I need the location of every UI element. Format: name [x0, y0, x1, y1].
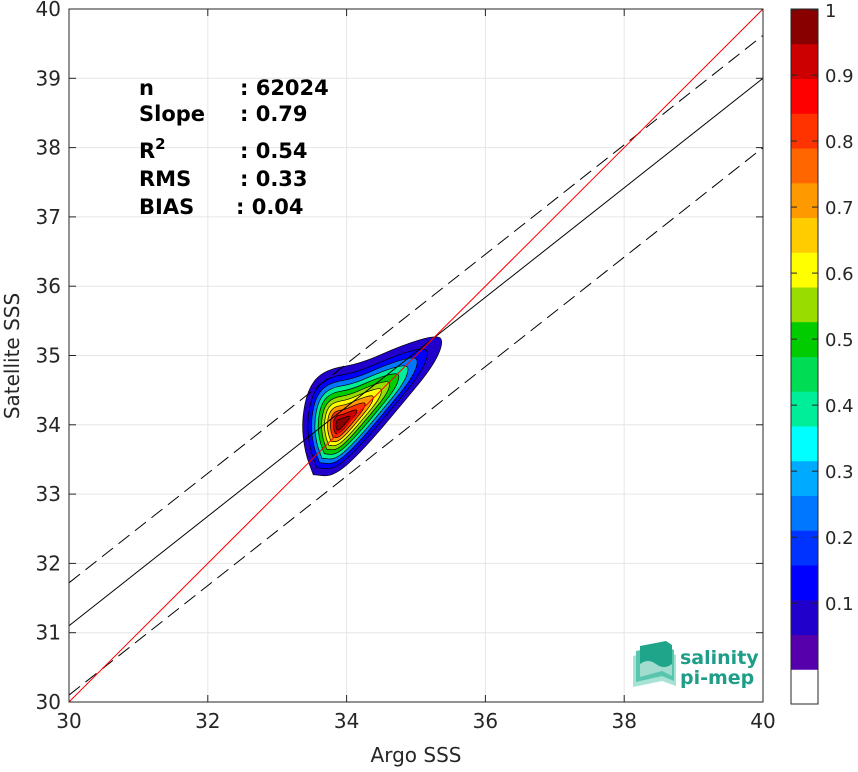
colorbar-segment: [791, 426, 818, 462]
y-tick-label: 35: [36, 344, 61, 368]
lower-envelope-line: [69, 147, 763, 696]
stat-value: : 0.04: [236, 195, 304, 219]
axis-ticks: 30 32 34 36 38 40 30 31 32 33 34 35 36 37 38 39 40: [36, 0, 776, 733]
salinity-pi-mep-logo: salinity pi-mep: [633, 641, 759, 689]
colorbar-segment: [791, 460, 818, 496]
wave-logo-icon: [633, 641, 676, 687]
regression-line: [69, 77, 763, 627]
y-tick-label: 40: [36, 0, 61, 21]
colorbar-segment: [791, 530, 818, 566]
stat-value: : 0.79: [240, 102, 308, 126]
y-tick-label: 32: [36, 551, 61, 575]
stat-label: RMS: [139, 167, 191, 191]
x-tick-label: 36: [473, 709, 498, 733]
colorbar-tick-label: 0.2: [825, 528, 854, 549]
colorbar-segment: [791, 148, 818, 184]
colorbar-segment: [791, 9, 818, 45]
density-contour-level-11: [335, 415, 351, 431]
x-tick-label: 34: [334, 709, 359, 733]
stat-value: : 0.54: [240, 139, 308, 163]
y-axis-label: Satellite SSS: [0, 293, 24, 419]
x-tick-label: 40: [750, 709, 775, 733]
x-tick-label: 30: [56, 709, 81, 733]
colorbar-tick-label: 0.5: [825, 330, 854, 351]
colorbar-segment: [791, 391, 818, 427]
colorbar-tick-label: 0.1: [825, 594, 854, 615]
stat-value: : 62024: [240, 76, 329, 100]
logo-line2: pi-mep: [680, 667, 754, 689]
y-tick-label: 37: [36, 205, 61, 229]
colorbar-segment: [791, 78, 818, 114]
stat-label: Slope: [139, 102, 205, 126]
colorbar-tick-label: 0.8: [825, 132, 854, 153]
upper-envelope-line: [69, 34, 763, 584]
grid-lines: [68, 8, 764, 703]
stat-label: BIAS: [139, 195, 194, 219]
colorbar-segment: [791, 565, 818, 601]
colorbar-segment: [791, 669, 818, 705]
density-contours: [302, 336, 443, 477]
stat-label: n: [139, 76, 154, 100]
colorbar-segment: [791, 599, 818, 635]
colorbar-segment: [791, 217, 818, 253]
colorbar-segment: [791, 634, 818, 670]
colorbar-segment: [791, 252, 818, 288]
colorbar-tick-label: 1: [825, 1, 836, 22]
colorbar-segment: [791, 287, 818, 323]
x-tick-label: 38: [611, 709, 636, 733]
colorbar-tick-label: 0.9: [825, 66, 854, 87]
stat-value: : 0.33: [240, 167, 308, 191]
x-axis-label: Argo SSS: [371, 743, 462, 767]
colorbar: 0.1 0.2 0.3 0.4 0.5 0.6 0.7 0.8 0.9 1: [790, 1, 854, 705]
x-tick-label: 32: [195, 709, 220, 733]
y-tick-label: 36: [36, 274, 61, 298]
logo-line1: salinity: [680, 647, 759, 669]
y-tick-label: 30: [36, 690, 61, 714]
y-tick-label: 38: [36, 136, 61, 160]
y-tick-label: 31: [36, 621, 61, 645]
colorbar-segment: [791, 182, 818, 218]
colorbar-tick-label: 0.6: [825, 264, 854, 285]
colorbar-tick-label: 0.7: [825, 198, 854, 219]
y-tick-label: 33: [36, 482, 61, 506]
identity-line: [69, 9, 763, 702]
colorbar-tick-label: 0.3: [825, 462, 854, 483]
colorbar-segment: [791, 356, 818, 392]
colorbar-segment: [791, 495, 818, 531]
colorbar-tick-label: 0.4: [825, 396, 854, 417]
y-tick-label: 39: [36, 66, 61, 90]
colorbar-segment: [791, 43, 818, 79]
colorbar-segment: [791, 113, 818, 149]
stat-label: R2: [139, 135, 166, 163]
stats-annotation: n : 62024 Slope : 0.79 R2 : 0.54 RMS : 0.33 BIAS…: [139, 76, 329, 219]
y-tick-label: 34: [36, 413, 61, 437]
reference-lines: [69, 9, 763, 702]
colorbar-frame: [790, 8, 819, 705]
